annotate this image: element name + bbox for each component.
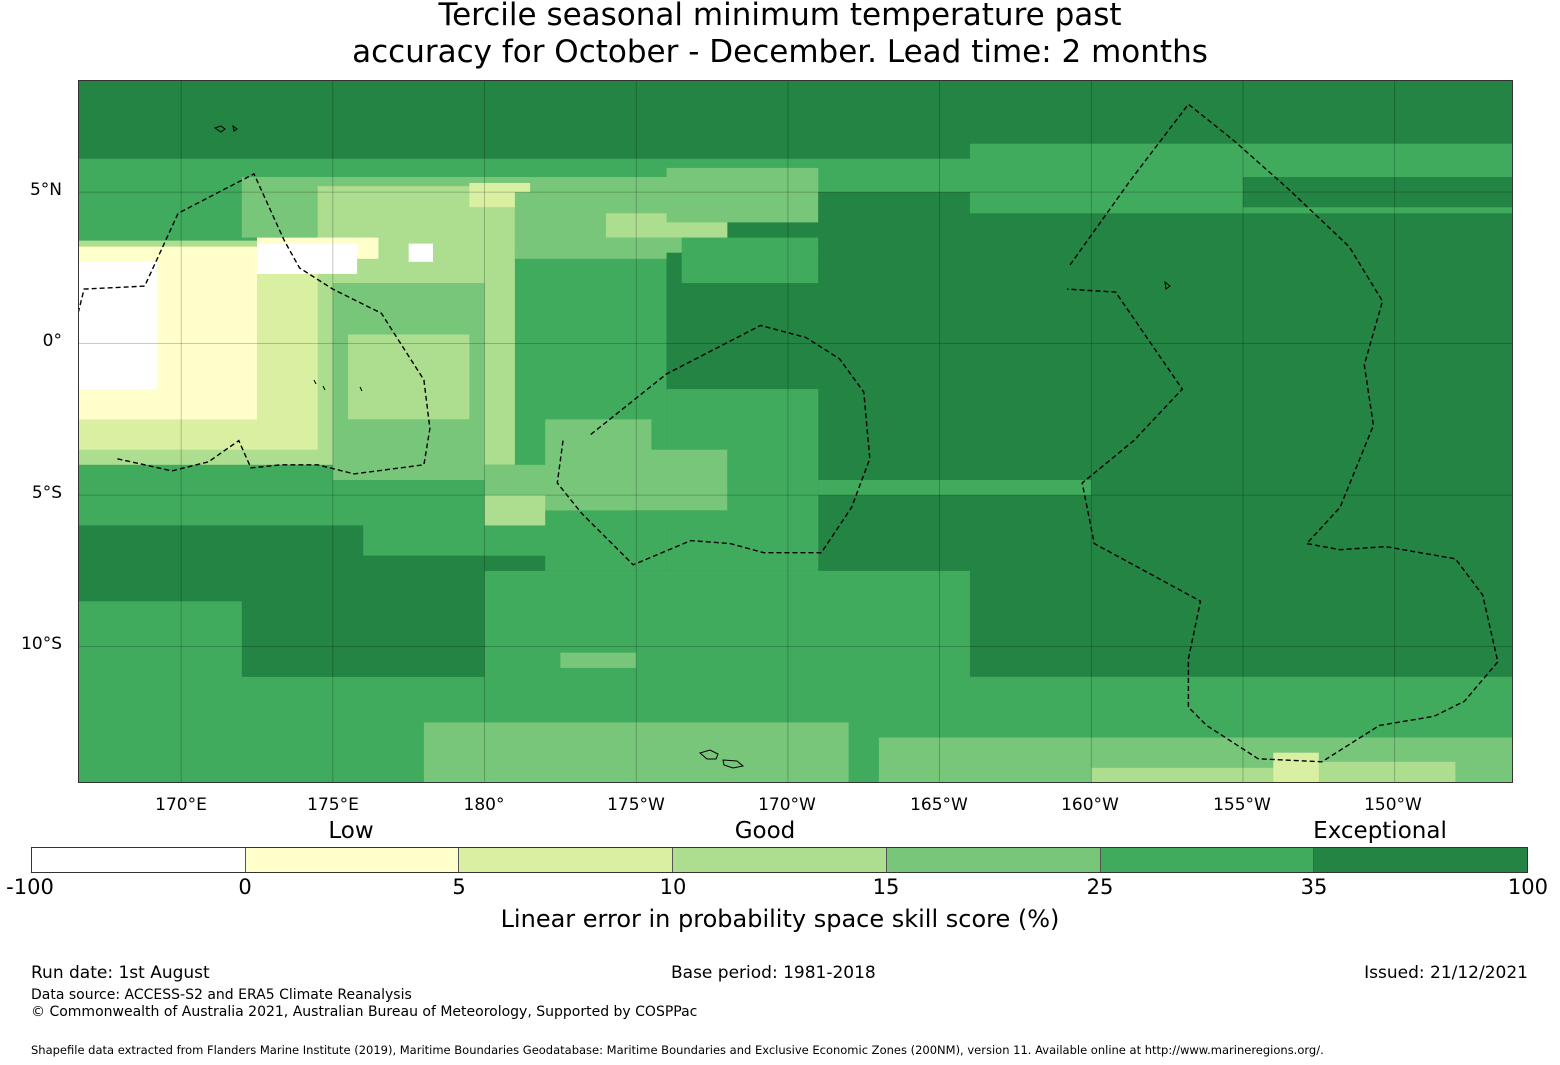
skill-cell [257,243,358,274]
skill-cell [666,167,819,223]
skill-cell [681,237,819,284]
island-tokelau [213,124,238,133]
legend-tick: 0 [238,875,252,899]
island-line-group [1164,280,1171,290]
legend-tick: 10 [659,875,687,899]
copyright: © Commonwealth of Australia 2021, Austra… [31,1004,698,1020]
legend-tick: 35 [1300,875,1328,899]
lat-label: 5°N [29,180,62,200]
legend-tick: 25 [1086,875,1114,899]
skill-cell [1303,761,1456,783]
issued-date: Issued: 21/12/2021 [1364,963,1528,983]
legend-label: Linear error in probability space skill … [500,905,1060,933]
lon-label: 150°W [1364,795,1422,815]
shapefile-credit: Shapefile data extracted from Flanders M… [31,1043,1324,1057]
lon-label: 155°W [1213,795,1271,815]
run-date: Run date: 1st August [31,963,210,983]
island-tuvalu [313,379,363,392]
data-source: Data source: ACCESS-S2 and ERA5 Climate … [31,987,412,1003]
map-frame [78,80,1513,783]
lon-label: 175°W [607,795,665,815]
lat-label: 10°S [21,634,62,654]
legend-swatch [32,848,246,872]
gridlines [78,80,1513,783]
skill-cell [1273,752,1319,783]
base-period: Base period: 1981-2018 [671,963,876,983]
skill-cells [78,80,1513,783]
skill-cell [575,449,728,511]
skill-cell [78,261,157,390]
chart-title-line-1: Tercile seasonal minimum temperature pas… [438,0,1122,33]
legend-tick: -100 [6,875,54,899]
lat-label: 0° [42,331,62,351]
lon-label: 160°W [1061,795,1119,815]
eez-boundary-line [1066,103,1499,763]
legend-tick: 100 [1507,875,1548,899]
map-canvas [78,80,1513,783]
legend-tick: 15 [872,875,900,899]
skill-cell [545,510,667,571]
skill-cell [408,243,433,262]
skill-cell [818,480,1092,496]
lon-label: 165°W [910,795,968,815]
eez-boundary-line [556,324,871,566]
legend-swatch [1314,848,1528,872]
skill-score-map [78,80,1513,783]
lon-label: 170°W [758,795,816,815]
island-outlines [213,124,1171,769]
legend-heading-low: Low [328,818,374,844]
skill-cell [423,722,849,783]
legend-swatch [459,848,674,872]
lon-label: 175°E [307,795,359,815]
legend-heading-exceptional: Exceptional [1313,818,1447,844]
island-samoa [698,749,745,769]
skill-cell [348,334,470,420]
eez-boundary-line [78,172,431,475]
skill-cell [484,570,970,677]
chart-title-line-2: accuracy for October - December. Lead ti… [352,34,1208,70]
legend-heading-good: Good [734,818,796,844]
legend-swatch [886,848,1101,872]
legend-tick: 5 [452,875,466,899]
skill-cell [560,652,637,668]
legend-swatch [1100,848,1315,872]
legend-swatch [245,848,460,872]
lon-label: 170°E [155,795,207,815]
skill-cell [1243,177,1513,208]
lon-label: 180° [463,795,505,815]
skill-cell [78,80,1513,144]
legend-swatch [673,848,887,872]
lat-label: 5°S [31,483,62,503]
eez-boundaries [78,103,1499,763]
legend-colorbar [31,847,1528,873]
